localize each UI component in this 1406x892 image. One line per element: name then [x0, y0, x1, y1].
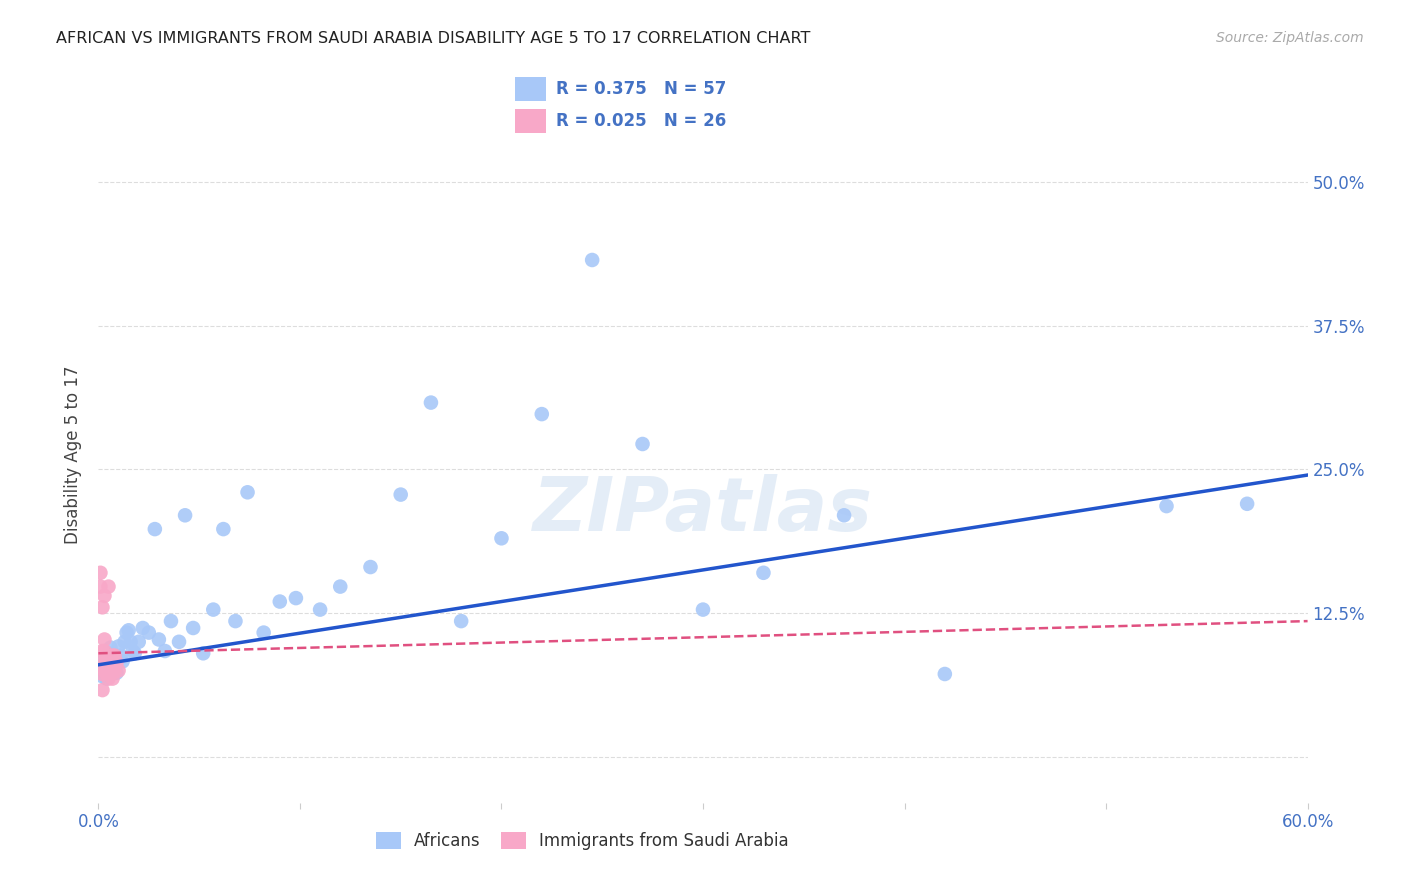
- Text: R = 0.375   N = 57: R = 0.375 N = 57: [555, 79, 725, 98]
- Point: [114, 635, 136, 649]
- Point: [101, 672, 124, 686]
- Point: [93, 632, 115, 647]
- Point: [236, 485, 259, 500]
- Point: [105, 656, 128, 670]
- Point: [96, 667, 118, 681]
- Point: [100, 640, 122, 655]
- Point: [96, 656, 118, 670]
- Point: [96, 648, 118, 663]
- Point: [97, 672, 120, 686]
- Point: [212, 522, 235, 536]
- Point: [1236, 497, 1258, 511]
- Point: [269, 594, 291, 608]
- Point: [253, 625, 276, 640]
- Point: [360, 560, 382, 574]
- Y-axis label: Disability Age 5 to 17: Disability Age 5 to 17: [65, 366, 83, 544]
- Point: [97, 662, 120, 676]
- Point: [934, 667, 956, 681]
- Point: [224, 614, 246, 628]
- Point: [97, 580, 120, 594]
- Point: [752, 566, 775, 580]
- Point: [121, 644, 143, 658]
- Point: [153, 644, 176, 658]
- Point: [103, 664, 125, 678]
- Point: [120, 635, 142, 649]
- Point: [491, 531, 513, 545]
- Point: [93, 644, 115, 658]
- Point: [105, 665, 128, 680]
- Point: [138, 625, 160, 640]
- Text: R = 0.025   N = 26: R = 0.025 N = 26: [555, 112, 725, 130]
- Point: [101, 656, 124, 670]
- Point: [107, 640, 129, 654]
- Point: [132, 621, 155, 635]
- Point: [89, 580, 111, 594]
- Point: [103, 648, 125, 663]
- Point: [91, 667, 114, 681]
- Point: [91, 657, 114, 672]
- Point: [91, 644, 114, 658]
- Point: [93, 589, 115, 603]
- Point: [143, 522, 166, 536]
- Point: [91, 600, 114, 615]
- Point: [97, 657, 120, 672]
- Point: [167, 635, 190, 649]
- Point: [202, 602, 225, 616]
- Point: [631, 437, 654, 451]
- Point: [111, 654, 134, 668]
- Point: [93, 660, 115, 674]
- Point: [148, 632, 170, 647]
- Point: [450, 614, 472, 628]
- Point: [91, 683, 114, 698]
- Point: [89, 566, 111, 580]
- Text: Source: ZipAtlas.com: Source: ZipAtlas.com: [1216, 31, 1364, 45]
- FancyBboxPatch shape: [516, 77, 547, 101]
- Point: [103, 648, 125, 663]
- Point: [128, 635, 150, 649]
- Point: [93, 664, 115, 678]
- Point: [389, 487, 412, 501]
- Point: [160, 614, 183, 628]
- Text: ZIPatlas: ZIPatlas: [533, 474, 873, 547]
- Point: [832, 508, 855, 523]
- FancyBboxPatch shape: [516, 109, 547, 133]
- Point: [193, 646, 215, 660]
- Legend: Africans, Immigrants from Saudi Arabia: Africans, Immigrants from Saudi Arabia: [368, 826, 796, 857]
- Point: [101, 665, 124, 680]
- Point: [100, 667, 122, 681]
- Point: [309, 602, 332, 616]
- Point: [107, 664, 129, 678]
- Point: [329, 580, 352, 594]
- Point: [530, 407, 553, 421]
- Point: [97, 646, 120, 660]
- Point: [174, 508, 197, 523]
- Point: [581, 252, 603, 267]
- Point: [420, 395, 443, 409]
- Point: [93, 652, 115, 666]
- Point: [284, 591, 307, 606]
- Text: AFRICAN VS IMMIGRANTS FROM SAUDI ARABIA DISABILITY AGE 5 TO 17 CORRELATION CHART: AFRICAN VS IMMIGRANTS FROM SAUDI ARABIA …: [56, 31, 811, 46]
- Point: [692, 602, 714, 616]
- Point: [100, 660, 122, 674]
- Point: [115, 625, 138, 640]
- Point: [1156, 499, 1178, 513]
- Point: [110, 648, 132, 663]
- Point: [96, 672, 118, 686]
- Point: [89, 664, 111, 678]
- Point: [96, 667, 118, 681]
- Point: [101, 648, 124, 663]
- Point: [91, 669, 114, 683]
- Point: [89, 656, 111, 670]
- Point: [100, 656, 122, 670]
- Point: [118, 624, 141, 638]
- Point: [181, 621, 204, 635]
- Point: [124, 646, 146, 660]
